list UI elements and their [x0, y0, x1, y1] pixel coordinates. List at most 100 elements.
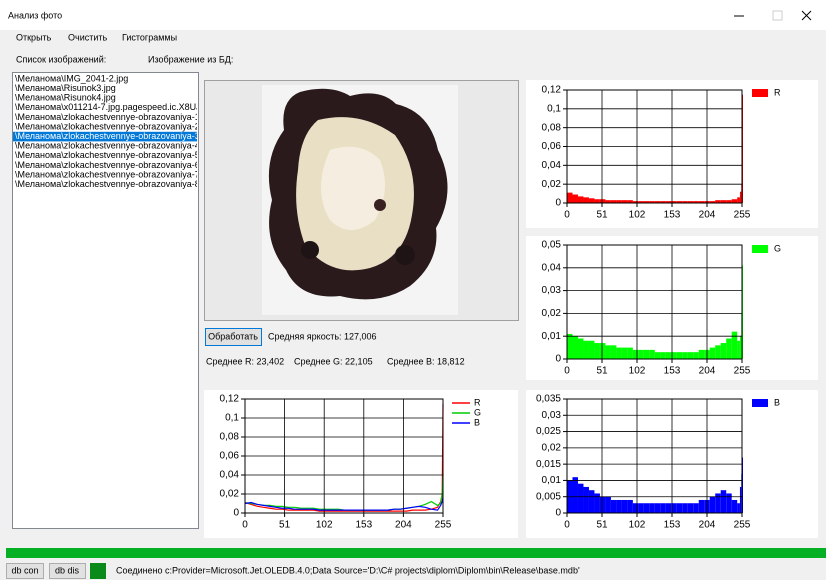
list-item[interactable]: \Меланома\zlokachestvennye-obrazovaniya-… [15, 141, 214, 151]
series-line [244, 496, 444, 511]
list-item[interactable]: \Меланома\zlokachestvennye-obrazovaniya-… [15, 160, 214, 170]
y-tick-label: 0,025 [536, 426, 561, 437]
y-tick-label: 0,02 [542, 308, 562, 319]
histogram-bar [726, 338, 732, 359]
histogram-bar [731, 331, 738, 359]
histogram-bar [665, 352, 672, 359]
status-text: Соединено c:Provider=Microsoft.Jet.OLEDB… [116, 565, 580, 575]
list-item[interactable]: \Меланома\zlokachestvennye-obrazovaniya-… [15, 169, 214, 179]
histogram-bar [720, 200, 727, 203]
histogram-bar [621, 347, 628, 359]
histogram-bar [616, 200, 622, 203]
x-tick-label: 0 [242, 520, 248, 531]
x-tick-label: 102 [629, 520, 646, 531]
x-tick-label: 153 [355, 520, 372, 531]
mean-b-label: Среднее B: 18,812 [387, 356, 465, 366]
y-tick-label: 0,03 [542, 410, 562, 421]
histogram-bar [676, 503, 683, 513]
menu-item[interactable]: Очистить [68, 32, 107, 42]
x-tick-label: 204 [395, 520, 412, 531]
y-tick-label: 0,005 [536, 491, 561, 502]
db-disconnect-label[interactable]: db dis [55, 565, 80, 575]
y-tick-label: 0,03 [542, 285, 562, 296]
histogram-bar [671, 503, 677, 513]
y-tick-label: 0,12 [220, 394, 240, 405]
histogram-bar [731, 499, 738, 513]
histogram-bar [616, 347, 622, 359]
selected-item-bg [13, 131, 197, 142]
histogram-bar [610, 499, 617, 513]
histogram-bar [638, 349, 644, 359]
histogram-bar [739, 191, 742, 203]
histogram-bar [627, 200, 633, 203]
histogram-bar [660, 352, 666, 359]
x-tick-label: 102 [316, 520, 333, 531]
maximize-button[interactable] [772, 10, 783, 21]
histogram-bar [577, 483, 584, 513]
histogram-bar [632, 201, 639, 203]
db-connect-button[interactable] [6, 563, 44, 579]
histogram-bar [671, 201, 677, 203]
histogram-bar [627, 347, 633, 359]
lesion-core [321, 146, 385, 230]
list-item[interactable]: \Меланома\zlokachestvennye-obrazovaniya-… [15, 112, 214, 122]
histogram-bar [649, 503, 655, 513]
db-disconnect-button[interactable] [49, 563, 86, 579]
histogram-bar [605, 200, 611, 203]
histogram-bar [649, 349, 655, 359]
histogram-bar [687, 503, 694, 513]
x-tick-label: 153 [664, 366, 681, 377]
status-indicator [90, 563, 106, 579]
histogram-bar [588, 490, 595, 513]
y-tick-label: 0,05 [542, 240, 562, 251]
histogram-bar [715, 493, 721, 513]
histogram-bar [643, 349, 650, 359]
y-tick-label: 0,01 [542, 331, 562, 342]
histogram-bar [726, 493, 732, 513]
list-item[interactable]: \Меланома\x011214-7.jpg.pagespeed.ic.X8U… [15, 102, 212, 112]
list-item[interactable]: \Меланома\zlokachestvennye-obrazovaniya-… [15, 121, 214, 131]
histogram-bar [572, 194, 578, 203]
legend-swatch [752, 399, 768, 407]
histogram-bar [693, 503, 699, 513]
histogram-bar [715, 200, 721, 203]
histogram-bar [676, 352, 683, 359]
histogram-bar [583, 197, 589, 203]
close-button[interactable] [801, 10, 812, 21]
list-item[interactable]: \Меланома\IMG_2041-2.jpg [15, 73, 128, 83]
histogram-bar [720, 490, 727, 513]
mean-r-label: Среднее R: 23,402 [206, 356, 284, 366]
histogram-bar [682, 503, 688, 513]
histogram-bar [737, 197, 740, 203]
list-item[interactable]: \Меланома\zlokachestvennye-obrazovaniya-… [15, 179, 214, 189]
menu-item[interactable]: Открыть [16, 32, 52, 42]
histogram-bar [665, 201, 672, 203]
histogram-bar [610, 345, 617, 359]
histogram-bar [577, 338, 584, 359]
histogram-bar [687, 352, 694, 359]
image-listbox[interactable] [12, 72, 199, 529]
x-tick-label: 255 [734, 210, 751, 221]
histogram-bar [572, 336, 578, 359]
histogram-bar [709, 201, 716, 203]
list-item[interactable]: \Меланома\Risunok4.jpg [15, 93, 116, 103]
list-item[interactable]: \Меланома\Risunok3.jpg [15, 83, 116, 93]
process-button[interactable] [205, 328, 262, 346]
plot-frame [566, 89, 743, 204]
process-button-label[interactable]: Обработать [208, 331, 258, 341]
lesion-spot [395, 245, 415, 265]
list-item[interactable]: \Меланома\zlokachestvennye-obrazovaniya-… [15, 131, 214, 141]
list-item[interactable]: \Меланома\zlokachestvennye-obrazovaniya-… [15, 150, 214, 160]
x-tick-label: 0 [564, 520, 570, 531]
lesion-spot [301, 241, 319, 259]
plot-frame [566, 244, 743, 360]
histogram-bar [665, 503, 672, 513]
lesion-spot [374, 199, 386, 211]
list-items: \Меланома\IMG_2041-2.jpg\Меланома\Risuno… [13, 73, 214, 189]
db-connect-label[interactable]: db con [11, 565, 38, 575]
menu-item[interactable]: Гистограммы [122, 32, 177, 42]
histogram-bar [698, 499, 705, 513]
chart-panel [204, 390, 518, 538]
y-tick-label: 0,12 [542, 85, 562, 96]
